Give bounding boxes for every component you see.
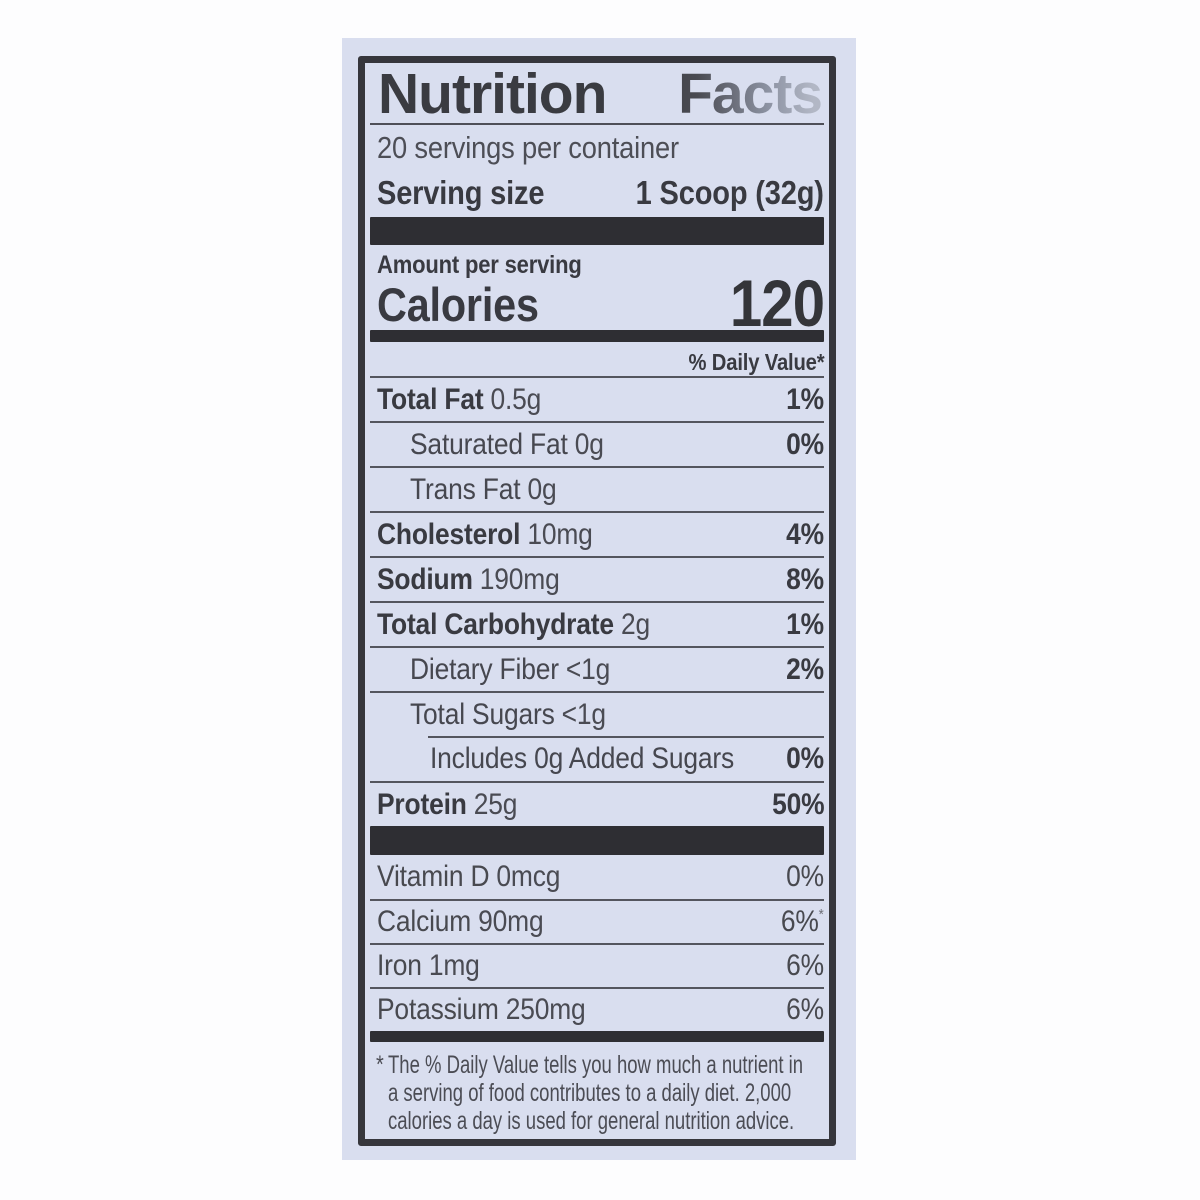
footnote-text: The % Daily Value tells you how much a n… (388, 1051, 949, 1135)
title-divider (370, 123, 824, 125)
nutrient-percent: 2% (786, 652, 824, 686)
nutrient-percent: 0% (786, 860, 824, 893)
micronutrient-row-potassium: Potassium 250mg 6% (370, 987, 824, 1031)
nutrient-percent: 6% (786, 993, 824, 1026)
micronutrient-row-calcium: Calcium 90mg 6%* (370, 899, 824, 943)
separator-bar-medium (370, 330, 824, 342)
micronutrient-rows: Vitamin D 0mcg 0% Calcium 90mg 6%* Iron 1mg… (370, 855, 824, 1031)
label-photo: Nutrition Facts 20 servings per container… (342, 38, 856, 1160)
servings-text: 20 servings per container (377, 130, 679, 165)
nutrient-percent: 6%* (781, 905, 824, 938)
footnote-line: a serving of food contributes to a daily… (387, 1079, 791, 1107)
daily-value-header: % Daily Value* (370, 342, 824, 376)
nutrient-percent: 1% (786, 607, 824, 641)
nutrient-name: Saturated Fat 0g (410, 427, 604, 461)
title-word-facts: Facts (678, 62, 822, 126)
nutrient-percent: 4% (786, 517, 824, 551)
nutrient-row-sodium: Sodium 190mg 8% (370, 556, 824, 601)
serving-size-row: Serving size 1 Scoop (32g) (370, 171, 824, 215)
nutrient-row-protein: Protein 25g 50% (370, 781, 824, 826)
nutrient-percent: 1% (786, 382, 824, 416)
micronutrient-row-vitamin-d: Vitamin D 0mcg 0% (370, 855, 824, 899)
separator-bar-thick (370, 826, 824, 855)
nutrient-name: Iron 1mg (377, 949, 480, 982)
nutrient-name: Total Sugars <1g (410, 697, 606, 731)
footnote-line: The % Daily Value tells you how much a n… (387, 1051, 803, 1079)
nutrient-percent: 50% (771, 787, 824, 821)
separator-bar-thick (370, 217, 824, 245)
nutrient-name: Includes 0g Added Sugars (430, 741, 735, 775)
nutrient-name: Vitamin D 0mcg (377, 860, 561, 893)
nutrient-row-total-sugars: Total Sugars <1g (370, 691, 824, 736)
nutrient-name: Potassium 250mg (377, 993, 586, 1026)
nutrient-name: Total Carbohydrate 2g (377, 607, 650, 641)
footnote-asterisk: * (375, 1051, 384, 1079)
nutrient-name: Calcium 90mg (377, 905, 544, 938)
amount-per-serving: Amount per serving (370, 252, 824, 278)
nutrient-name: Sodium 190mg (377, 562, 560, 596)
nutrient-row-cholesterol: Cholesterol 10mg 4% (370, 511, 824, 556)
nutrient-row-total-carbohydrate: Total Carbohydrate 2g 1% (370, 601, 824, 646)
serving-size-value: 1 Scoop (32g) (635, 174, 824, 211)
nutrient-row-trans-fat: Trans Fat 0g (370, 466, 824, 511)
calories-row: Calories 120 (370, 266, 825, 340)
nutrient-percent: 0% (786, 741, 824, 775)
daily-value-header-text: % Daily Value* (688, 349, 824, 375)
nutrient-row-dietary-fiber: Dietary Fiber <1g 2% (370, 646, 824, 691)
nutrient-row-added-sugars: Includes 0g Added Sugars 0% (370, 736, 824, 781)
nutrient-name: Total Fat 0.5g (377, 382, 542, 416)
nutrient-percent: 6% (786, 949, 824, 982)
serving-size-label: Serving size (377, 174, 545, 211)
nutrient-rows: Total Fat 0.5g 1% Saturated Fat 0g 0% Tran… (370, 376, 824, 826)
calories-value: 120 (729, 266, 825, 340)
nutrient-name: Protein 25g (377, 787, 518, 821)
footnote-line: calories a day is used for general nutri… (387, 1107, 794, 1135)
micronutrient-row-iron: Iron 1mg 6% (370, 943, 824, 987)
percent-note: * (819, 906, 824, 923)
nutrient-percent: 8% (786, 562, 824, 596)
nutrient-name: Cholesterol 10mg (377, 517, 593, 551)
daily-value-footnote: * The % Daily Value tells you how much a… (370, 1051, 824, 1135)
servings-per-container: 20 servings per container (370, 125, 824, 171)
nutrition-facts-panel: Nutrition Facts 20 servings per container… (358, 56, 836, 1146)
nutrition-facts-title: Nutrition Facts (378, 65, 822, 123)
separator-bar-small (370, 1031, 824, 1042)
calories-label: Calories (377, 278, 539, 331)
nutrient-row-saturated-fat: Saturated Fat 0g 0% (370, 421, 824, 466)
nutrient-name: Dietary Fiber <1g (410, 652, 611, 686)
nutrient-name: Trans Fat 0g (410, 472, 557, 506)
amount-per-serving-text: Amount per serving (377, 251, 582, 279)
nutrient-percent: 0% (786, 427, 824, 461)
nutrient-row-total-fat: Total Fat 0.5g 1% (370, 376, 824, 421)
title-word-nutrition: Nutrition (378, 62, 607, 126)
